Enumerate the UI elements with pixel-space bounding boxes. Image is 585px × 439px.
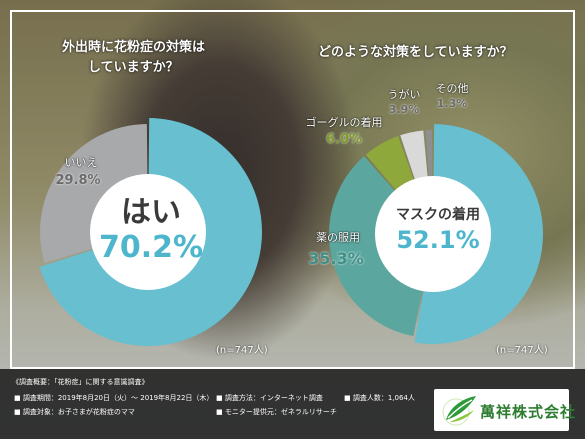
company-name: 萬祥株式会社 — [480, 403, 577, 421]
pie1-yes-percent: 70.2% — [98, 230, 204, 265]
footer-title: 《調査概要：「花粉症」に関する意識調査》 — [12, 378, 149, 386]
footer-count: ■ 調査人数：1,064人 — [344, 394, 415, 402]
pie2-medicine-percent: 35.3% — [308, 249, 364, 268]
footer-target: ■ 調査対象：お子さまが花粉症のママ — [14, 408, 135, 416]
question-1-line-2: していますか？ — [88, 60, 179, 75]
pie2-goggles-category: ゴーグルの着用 — [305, 116, 383, 129]
pie2-medicine-category: 薬の服用 — [316, 231, 360, 244]
leaf-logo-icon — [442, 396, 476, 426]
pie2-other-percent: 1.3% — [436, 97, 468, 110]
pie2-mask-percent: 52.1% — [396, 226, 480, 254]
content-frame — [10, 10, 575, 369]
pie-chart-1 — [39, 118, 263, 346]
pie2-sample-size: (n=747人) — [496, 345, 548, 356]
footer-method: ■ 調査方法：インターネット調査 — [216, 394, 323, 402]
pie2-gargle-percent: 3.9% — [388, 103, 420, 116]
question-2-title: どのような対策をしていますか？ — [318, 45, 513, 60]
footer-monitor: ■ モニター提供元：ゼネラルリサーチ — [216, 408, 337, 416]
charts-canvas — [39, 118, 544, 346]
pie1-no-category: いいえ — [64, 156, 98, 169]
footer-period: ■ 調査期間：2019年8月20日（火）～ 2019年8月22日（木） — [14, 394, 214, 402]
company-logo: 萬祥株式会社 — [434, 389, 575, 431]
pie2-center-disc — [375, 176, 491, 292]
question-1-line-1: 外出時に花粉症の対策は — [62, 40, 206, 55]
pie1-no-percent: 29.8% — [55, 173, 101, 188]
pie2-gargle-category: うがい — [387, 88, 421, 101]
pie1-center-label: はい 70.2% — [92, 196, 210, 266]
question-1-title: 外出時に花粉症の対策は していますか？ — [62, 38, 242, 78]
pie1-sample-size: (n=747人) — [216, 345, 268, 356]
pie-chart-2 — [329, 124, 544, 345]
pie2-other-category: その他 — [435, 82, 469, 95]
pie2-goggles-percent: 6.0% — [325, 132, 363, 147]
pie1-yes-category: はい — [121, 195, 181, 230]
pie2-center-label: マスクの着用 52.1% — [378, 206, 498, 256]
pie1-center-disc — [90, 174, 206, 290]
pie2-mask-category: マスクの着用 — [396, 207, 480, 223]
